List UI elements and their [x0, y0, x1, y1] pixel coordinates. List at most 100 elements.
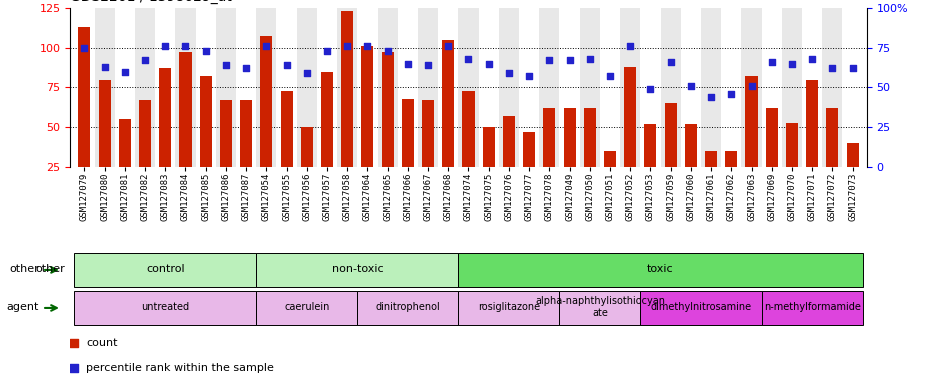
Point [844, 65, 859, 71]
Text: GDS2261 / 1398629_at: GDS2261 / 1398629_at [70, 0, 232, 4]
Text: dinitrophenol: dinitrophenol [375, 302, 440, 312]
Bar [337, 8, 357, 167]
Point [239, 65, 254, 71]
Bar [421, 100, 433, 167]
Bar [604, 151, 615, 167]
Bar [539, 8, 559, 167]
Bar [845, 143, 857, 167]
Text: percentile rank within the sample: percentile rank within the sample [86, 363, 274, 373]
Point [420, 62, 435, 68]
Point [764, 59, 779, 65]
Point [521, 73, 536, 79]
Bar [543, 108, 555, 167]
Bar [220, 100, 232, 167]
Bar [745, 76, 757, 167]
Bar [215, 8, 236, 167]
Bar [458, 253, 862, 287]
Bar [704, 151, 716, 167]
Bar [321, 71, 332, 167]
Bar [381, 52, 393, 167]
Bar [721, 8, 740, 167]
Point [501, 70, 516, 76]
Text: n-methylformamide: n-methylformamide [763, 302, 859, 312]
Point [703, 94, 718, 100]
Bar [680, 8, 700, 167]
Text: agent: agent [7, 302, 38, 312]
Point [319, 48, 334, 54]
Bar [724, 151, 737, 167]
Text: count: count [86, 338, 118, 348]
Point [541, 57, 556, 63]
Text: rosiglitazone: rosiglitazone [477, 302, 539, 312]
Point [602, 73, 617, 79]
Bar [458, 8, 478, 167]
Bar [620, 8, 639, 167]
Point [97, 64, 112, 70]
Bar [740, 8, 761, 167]
Point [824, 65, 839, 71]
Bar [74, 291, 256, 325]
Bar [397, 8, 417, 167]
Bar [438, 8, 458, 167]
Bar [139, 100, 151, 167]
Bar [801, 8, 822, 167]
Bar [805, 79, 817, 167]
Bar [623, 67, 636, 167]
Bar [300, 127, 313, 167]
Bar [256, 8, 276, 167]
Bar [95, 8, 114, 167]
Bar [119, 119, 131, 167]
Point [642, 86, 657, 92]
Bar [563, 108, 575, 167]
Bar [841, 8, 862, 167]
Bar [361, 46, 373, 167]
Text: toxic: toxic [647, 264, 673, 274]
Bar [236, 8, 256, 167]
Point [682, 83, 697, 89]
Bar [240, 100, 252, 167]
Point [380, 48, 395, 54]
Bar [74, 8, 95, 167]
Bar [559, 8, 579, 167]
Text: alpha-naphthylisothiocyan
ate: alpha-naphthylisothiocyan ate [534, 296, 665, 318]
Bar [297, 8, 316, 167]
Bar [482, 127, 494, 167]
Bar [579, 8, 599, 167]
Bar [644, 124, 656, 167]
Bar [79, 27, 91, 167]
Bar [98, 79, 110, 167]
Bar [159, 68, 171, 167]
Bar [785, 122, 797, 167]
Text: untreated: untreated [141, 302, 189, 312]
Bar [276, 8, 297, 167]
Point [77, 45, 92, 51]
Bar [761, 8, 781, 167]
Bar [155, 8, 175, 167]
Point [178, 43, 193, 49]
Bar [179, 52, 191, 167]
Bar [822, 8, 841, 167]
Point [481, 61, 496, 67]
Bar [357, 8, 377, 167]
Point [157, 43, 172, 49]
Bar [583, 108, 595, 167]
Text: control: control [146, 264, 184, 274]
Point [663, 59, 678, 65]
Bar [74, 253, 256, 287]
Point [461, 56, 475, 62]
Bar [639, 8, 660, 167]
Bar [503, 116, 515, 167]
Bar [175, 8, 196, 167]
Point [298, 240, 313, 246]
Text: caerulein: caerulein [284, 302, 329, 312]
Bar [377, 8, 397, 167]
Point [622, 43, 637, 49]
Bar [639, 291, 761, 325]
Text: other: other [8, 264, 38, 274]
Bar [664, 103, 676, 167]
Bar [417, 8, 438, 167]
Point [198, 48, 213, 54]
Point [562, 57, 577, 63]
Point [340, 43, 355, 49]
Bar [781, 8, 801, 167]
